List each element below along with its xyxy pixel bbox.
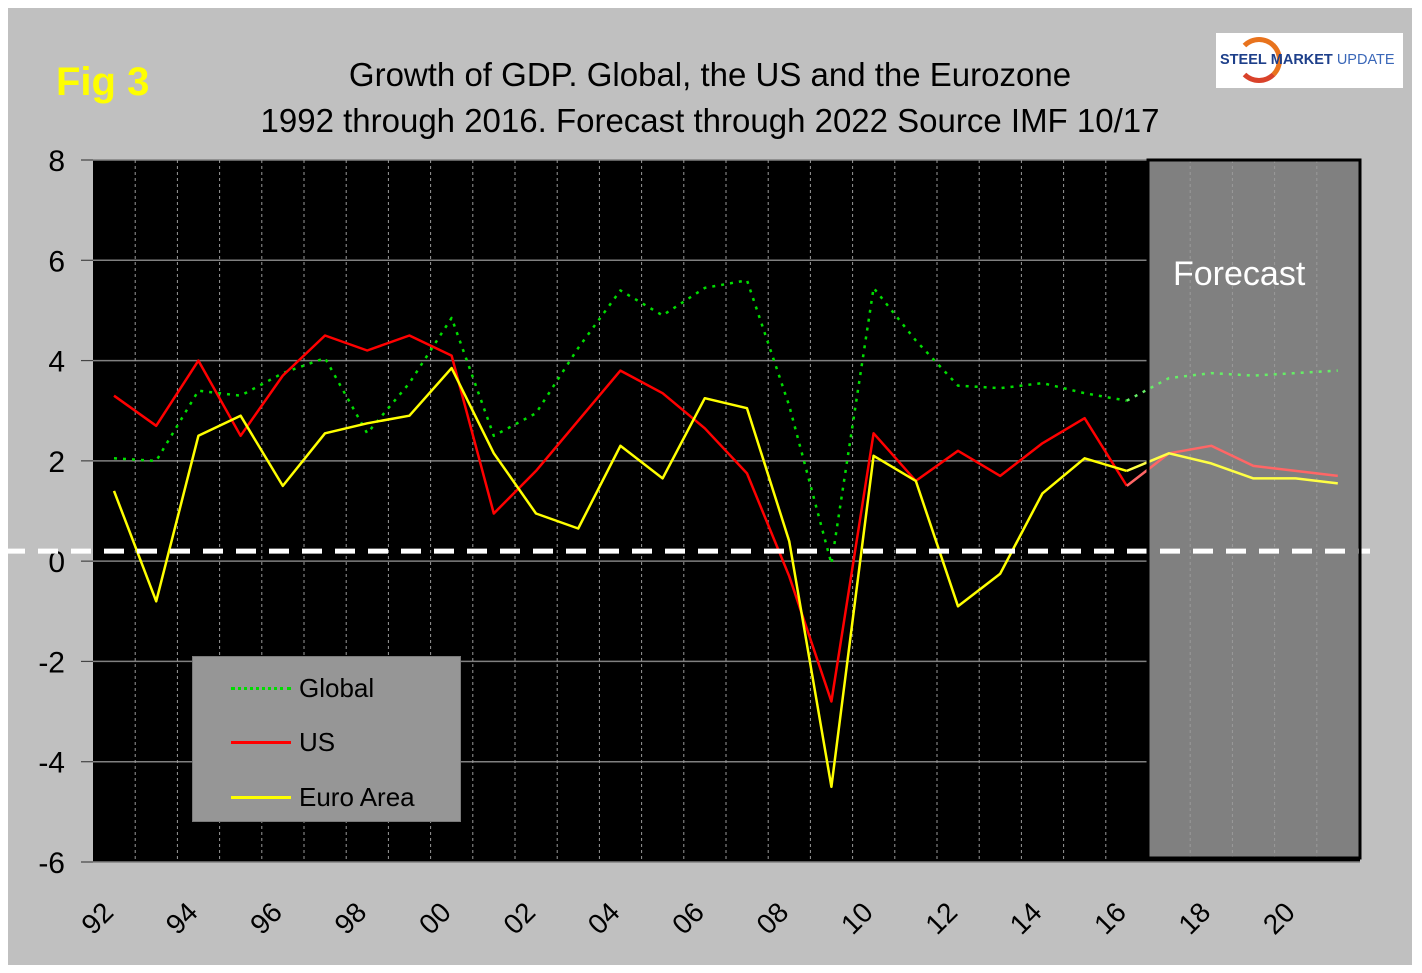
legend-item-global: Global: [231, 673, 374, 703]
legend: Global US Euro Area: [192, 656, 461, 822]
x-tick-label: 98: [329, 896, 373, 940]
y-tick-label: -4: [38, 747, 65, 780]
x-tick-label: 96: [244, 896, 288, 940]
figure-label: Fig 3: [56, 60, 150, 104]
y-tick-label: 8: [48, 145, 65, 178]
x-tick-label: 06: [666, 896, 710, 940]
x-axis: 92 94 96 98 00 02 04 06 08 10 12 14 16 18 20: [75, 896, 1301, 940]
logo-text-market: MARKET: [1270, 52, 1333, 68]
x-tick-label: 04: [582, 896, 626, 940]
series-lines: [112, 279, 1338, 789]
y-tick-label: 2: [48, 446, 65, 479]
steel-market-update-logo: STEEL MARKET UPDATE: [1216, 33, 1403, 88]
logo-text-steel: STEEL: [1220, 52, 1267, 68]
x-tick-label: 18: [1173, 896, 1217, 940]
legend-swatch-global: [231, 686, 291, 690]
legend-label-us: US: [299, 726, 336, 757]
x-tick-label: 20: [1257, 896, 1301, 940]
logo-text-update: UPDATE: [1336, 52, 1395, 68]
x-tick-label: 12: [919, 896, 963, 940]
legend-item-euro-area: Euro Area: [231, 782, 415, 812]
x-tick-label: 94: [160, 896, 204, 940]
forecast-label: Forecast: [1173, 255, 1306, 293]
legend-label-euro-area: Euro Area: [299, 781, 415, 812]
series-forecast-line-us: [1126, 444, 1338, 487]
x-tick-label: 00: [413, 896, 457, 940]
y-axis: 8 6 4 2 0 -2 -4 -6: [38, 145, 93, 880]
chart-title: Growth of GDP. Global, the US and the Eu…: [160, 52, 1260, 144]
series-forecast-line-euro-area: [1126, 452, 1338, 485]
forecast-region: [1149, 160, 1360, 857]
legend-swatch-euro-area: [231, 795, 291, 799]
legend-swatch-us: [231, 740, 291, 744]
logo-arc-icon: [1236, 37, 1282, 83]
logo-text: STEEL MARKET UPDATE: [1220, 52, 1395, 68]
x-tick-label: 10: [835, 896, 879, 940]
x-tick-label: 02: [497, 896, 541, 940]
x-tick-label: 16: [1088, 896, 1132, 940]
forecast-border: [1146, 158, 1362, 860]
y-tick-label: -2: [38, 646, 65, 679]
y-tick-label: -6: [38, 847, 65, 880]
y-tick-label: 0: [48, 546, 65, 579]
chart-title-line2: 1992 through 2016. Forecast through 2022…: [260, 102, 1160, 139]
legend-label-global: Global: [299, 672, 375, 703]
x-tick-label: 08: [751, 896, 795, 940]
x-tick-label: 92: [75, 896, 119, 940]
y-tick-label: 6: [48, 245, 65, 278]
y-tick-label: 4: [48, 346, 65, 379]
legend-item-us: US: [231, 727, 335, 757]
chart-title-line1: Growth of GDP. Global, the US and the Eu…: [348, 56, 1072, 93]
x-tick-label: 14: [1004, 896, 1048, 940]
series-forecast-line-global: [1126, 369, 1338, 402]
